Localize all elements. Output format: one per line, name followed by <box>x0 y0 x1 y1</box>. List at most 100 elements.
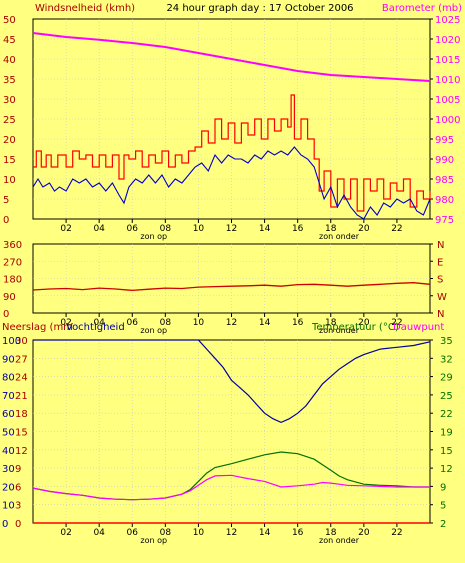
y2-tick-label: 995 <box>435 135 454 146</box>
y-tick-label-humidity: 80 <box>2 373 15 384</box>
page-title: 24 hour graph day : 17 October 2006 <box>166 3 353 14</box>
series-barometer <box>32 32 431 82</box>
x-tick-label: 18 <box>325 224 337 234</box>
y2-tick-label: 25 <box>440 391 453 402</box>
y2-tick-label: N <box>437 309 444 320</box>
x-tick-label: 06 <box>127 528 139 538</box>
x-tick-label: 22 <box>391 224 402 234</box>
y-tick-label-rain: 18 <box>15 409 28 420</box>
y2-tick-label: 29 <box>440 373 453 384</box>
right-axis-label-dewpoint: Dauwpunt <box>393 322 444 333</box>
x-tick-label: 16 <box>292 528 304 538</box>
annotation-sunset: zon onder <box>319 232 360 241</box>
y-tick-label-humidity: 100 <box>2 336 21 347</box>
y2-tick-label: 12 <box>440 464 453 475</box>
y-tick-label: 10 <box>3 175 16 186</box>
y-tick-label-humidity: 0 <box>2 519 8 530</box>
x-tick-label: 20 <box>358 224 370 234</box>
series-humidity <box>33 339 431 424</box>
annotation-sunset: zon onder <box>319 536 360 545</box>
y-tick-label: 40 <box>3 55 16 66</box>
y-tick-label-humidity: 50 <box>2 428 15 439</box>
y-tick-label-rain: 9 <box>15 464 21 475</box>
x-tick-label: 16 <box>292 224 304 234</box>
y-tick-label-rain: 12 <box>15 446 28 457</box>
y-tick-label-humidity: 30 <box>2 464 15 475</box>
x-tick-label: 06 <box>127 224 139 234</box>
x-tick-label: 06 <box>127 318 139 328</box>
y2-tick-label: 19 <box>440 428 453 439</box>
left-axis-label: Windsnelheid (kmh) <box>35 3 135 14</box>
x-tick-label: 12 <box>226 224 237 234</box>
y-tick-label: 15 <box>3 155 16 166</box>
y-tick-label: 5 <box>3 195 9 206</box>
y-tick-label-rain: 30 <box>15 336 28 347</box>
x-tick-label: 12 <box>226 318 237 328</box>
series-wind-gust <box>33 94 431 212</box>
y2-tick-label: E <box>437 257 443 268</box>
y-tick-label-rain: 0 <box>15 519 21 530</box>
y2-tick-label: 35 <box>440 336 453 347</box>
y-tick-label: 360 <box>3 240 22 251</box>
x-tick-label: 04 <box>93 318 105 328</box>
x-tick-label: 18 <box>325 528 337 538</box>
y-tick-label-humidity: 60 <box>2 409 15 420</box>
y-tick-label: 35 <box>3 75 16 86</box>
y2-tick-label: 2 <box>440 519 446 530</box>
y-tick-label-humidity: 10 <box>2 501 15 512</box>
left-axis-label-rain: Neerslag (mm <box>2 322 73 333</box>
right-axis-label: Barometer (mb) <box>382 3 462 14</box>
left-axis-label-humidity: Vochtigheid <box>66 322 125 333</box>
y2-tick-label: 15 <box>440 446 453 457</box>
y-tick-label-humidity: 70 <box>2 391 15 402</box>
y-tick-label: 180 <box>3 275 22 286</box>
y2-tick-label: 32 <box>440 354 453 365</box>
x-tick-label: 08 <box>160 224 172 234</box>
x-tick-label: 02 <box>60 318 71 328</box>
y-tick-label: 0 <box>3 215 9 226</box>
x-tick-label: 04 <box>93 224 105 234</box>
x-tick-label: 20 <box>358 528 370 538</box>
y2-tick-label: 1000 <box>435 115 460 126</box>
y2-tick-label: 5 <box>440 501 446 512</box>
y-tick-label: 0 <box>3 309 9 320</box>
y-tick-label-humidity: 90 <box>2 354 15 365</box>
y2-tick-label: 1015 <box>435 55 460 66</box>
x-tick-label: 02 <box>60 224 71 234</box>
y-tick-label: 45 <box>3 35 16 46</box>
y2-tick-label: 980 <box>435 195 454 206</box>
annotation-sunrise: zon op <box>140 536 167 545</box>
y2-tick-label: 22 <box>440 409 453 420</box>
series-dewpoint <box>32 474 430 501</box>
x-tick-label: 08 <box>160 528 172 538</box>
series-wind-average <box>32 146 431 220</box>
y-tick-label-humidity: 40 <box>2 446 15 457</box>
x-tick-label: 18 <box>325 318 337 328</box>
x-tick-label: 14 <box>259 318 271 328</box>
y2-tick-label: 1005 <box>435 95 460 106</box>
annotation-sunrise: zon op <box>140 232 167 241</box>
series-wind-direction <box>32 282 431 292</box>
y-tick-label-rain: 27 <box>15 354 28 365</box>
y2-tick-label: 1020 <box>435 35 460 46</box>
y-tick-label-humidity: 20 <box>2 482 15 493</box>
y2-tick-label: 9 <box>440 482 446 493</box>
y2-tick-label: S <box>437 275 443 286</box>
y-tick-label-rain: 15 <box>15 428 28 439</box>
y-tick-label: 25 <box>3 115 16 126</box>
y-tick-label-rain: 21 <box>15 391 28 402</box>
y-tick-label-rain: 3 <box>15 501 21 512</box>
annotation-sunset: zon onder <box>319 326 360 335</box>
y-tick-label-rain: 24 <box>15 373 28 384</box>
y-tick-label: 30 <box>3 95 16 106</box>
x-tick-label: 10 <box>193 224 205 234</box>
x-tick-label: 14 <box>259 224 271 234</box>
y2-tick-label: N <box>437 240 444 251</box>
y-tick-label: 90 <box>3 292 16 303</box>
x-tick-label: 12 <box>226 528 237 538</box>
x-tick-label: 14 <box>259 528 271 538</box>
x-tick-label: 10 <box>193 318 205 328</box>
x-tick-label: 22 <box>391 528 402 538</box>
x-tick-label: 02 <box>60 528 71 538</box>
y-tick-label-rain: 6 <box>15 482 21 493</box>
